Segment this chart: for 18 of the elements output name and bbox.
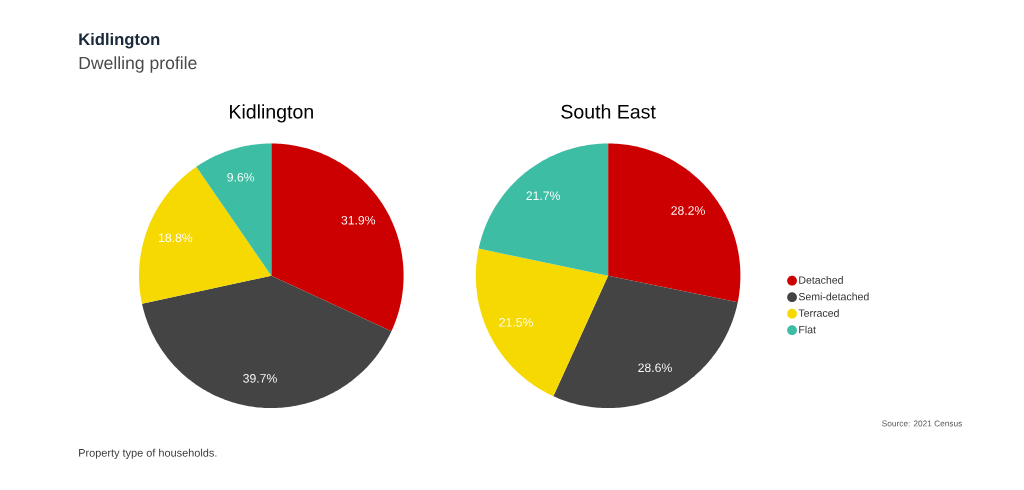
data-label: 39.7% — [243, 373, 277, 383]
data-label: 28.2% — [671, 206, 705, 215]
text: Property type of households. — [79, 448, 217, 459]
legend-label: Terraced — [798, 309, 839, 317]
legend-label: Flat — [799, 325, 816, 334]
source-note: Source: 2021 Census — [882, 420, 962, 427]
text: Kidlington — [79, 32, 160, 49]
legend-label: Semi-detached — [798, 292, 869, 301]
data-label: 18.8% — [159, 233, 193, 243]
chart-title: South East — [561, 104, 656, 119]
text: Dwelling profile — [79, 56, 197, 73]
data-label: 31.9% — [341, 215, 376, 225]
data-label: 28.6% — [638, 363, 672, 373]
chart-title: Kidlington — [230, 104, 313, 123]
data-label: 21.7% — [526, 191, 560, 200]
data-label: 9.6% — [227, 172, 255, 182]
data-label: 21.5% — [499, 317, 533, 327]
legend-label: Detached — [799, 276, 843, 284]
